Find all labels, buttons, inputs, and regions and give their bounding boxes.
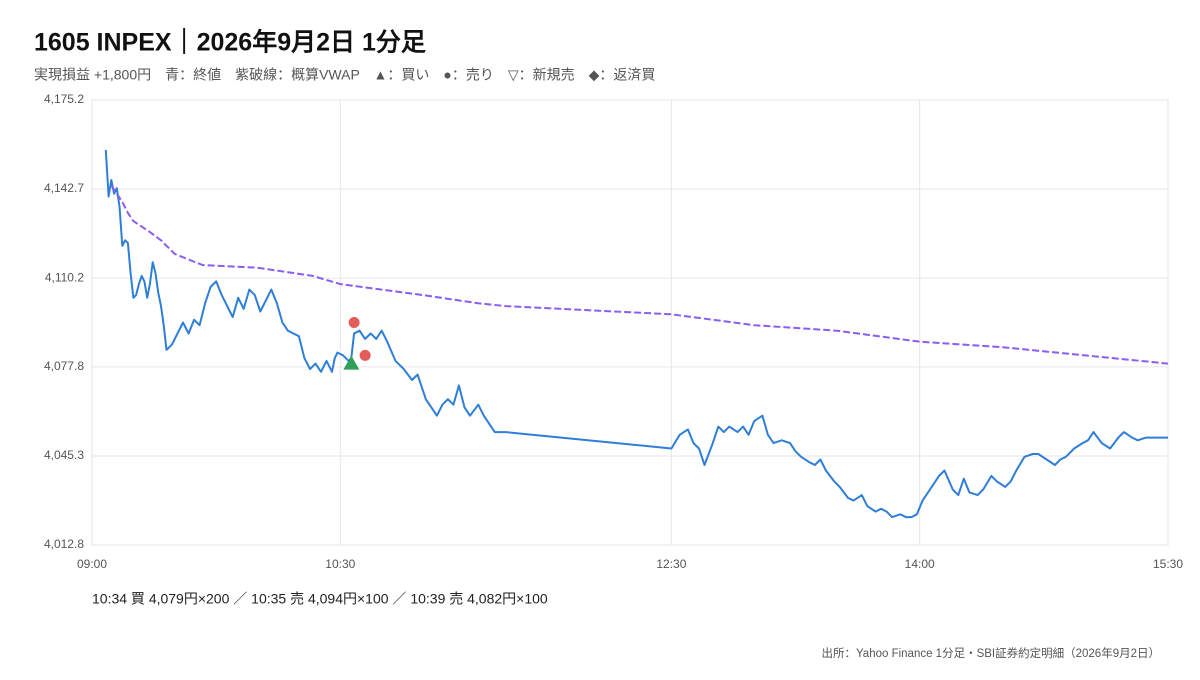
line-series (110, 184, 1169, 365)
y-tick-label: 4,012.8 (44, 537, 84, 551)
x-tick-label: 12:30 (656, 557, 686, 571)
annotation: 10:34 買 4,079円×200 ／ 10:35 売 4,094円×100 … (92, 591, 548, 607)
sell-marker (359, 349, 371, 361)
plot-frame (91, 99, 1169, 546)
buy-marker (343, 355, 360, 370)
chart-subtitle: 実現損益 +1,800円 青：終値 紫破線：概算VWAP ▲：買い ●：売り ▽… (34, 67, 655, 83)
x-tick-label: 14:00 (905, 557, 935, 571)
x-tick-label: 09:00 (77, 557, 107, 571)
sell-marker (348, 317, 360, 328)
source: 出所：Yahoo Finance 1分足・SBI証券約定明細（2026年9月2日… (821, 646, 1160, 660)
y-tick-label: 4,077.8 (44, 359, 84, 373)
x-tick-label: 10:30 (325, 557, 355, 571)
line-series (104, 149, 1168, 519)
y-tick-label: 4,142.7 (44, 181, 84, 195)
chart-title: 1605 INPEX｜2026年9月2日 1分足 (34, 28, 426, 57)
y-tick-label: 4,045.3 (44, 448, 84, 462)
y-tick-label: 4,175.2 (44, 92, 84, 106)
x-tick-label: 15:30 (1153, 557, 1183, 571)
y-tick-label: 4,110.2 (45, 270, 84, 284)
